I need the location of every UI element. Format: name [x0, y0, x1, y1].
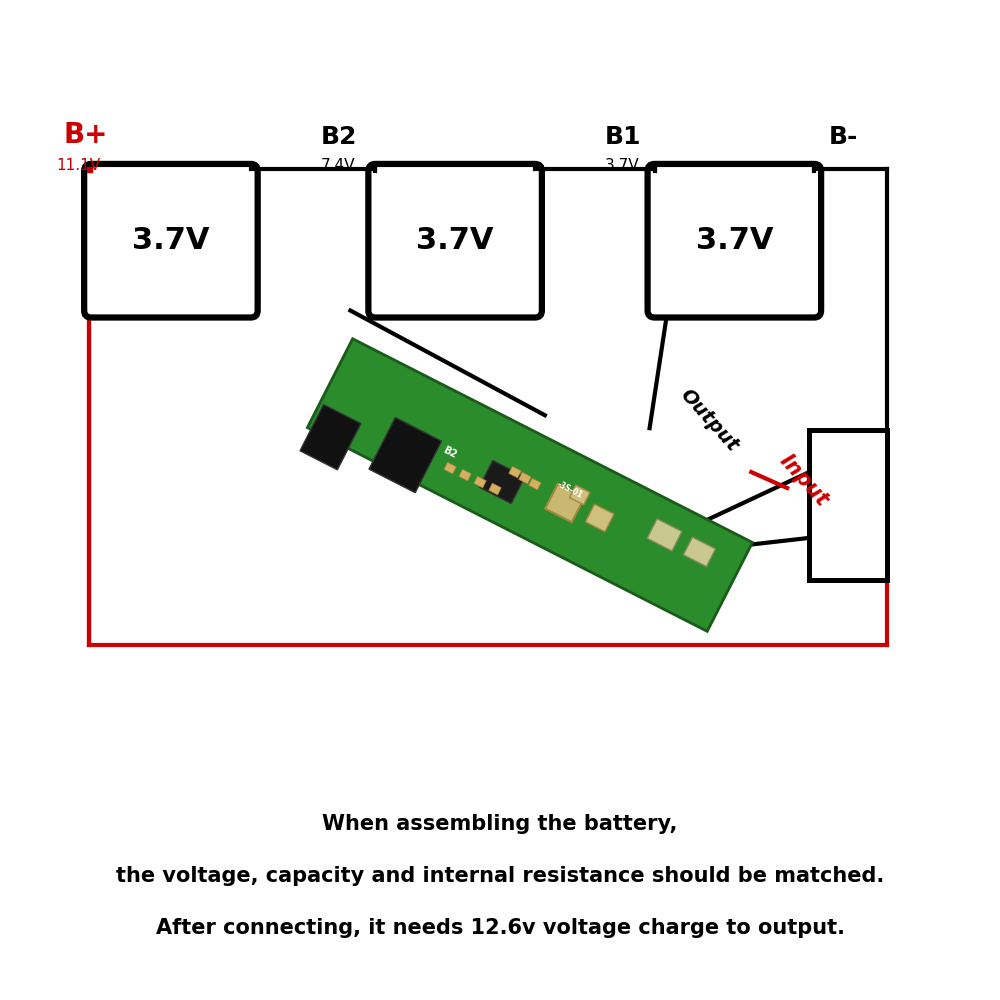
- Text: B2: B2: [321, 125, 357, 149]
- Polygon shape: [519, 472, 531, 484]
- Text: 11.1V: 11.1V: [56, 158, 100, 173]
- FancyBboxPatch shape: [648, 164, 821, 318]
- Polygon shape: [545, 484, 584, 522]
- FancyBboxPatch shape: [84, 164, 258, 318]
- Text: 7.4V: 7.4V: [321, 158, 355, 173]
- Text: B-: B-: [829, 125, 858, 149]
- Polygon shape: [529, 478, 541, 490]
- Polygon shape: [369, 418, 441, 493]
- Text: B+: B+: [291, 420, 310, 436]
- Polygon shape: [444, 462, 456, 474]
- Polygon shape: [585, 504, 614, 532]
- Text: B+: B+: [63, 121, 108, 149]
- Text: 3.7V: 3.7V: [416, 226, 494, 255]
- Polygon shape: [509, 466, 521, 478]
- Text: the voltage, capacity and internal resistance should be matched.: the voltage, capacity and internal resis…: [116, 866, 884, 886]
- Text: B1: B1: [605, 125, 641, 149]
- Text: 3.7V: 3.7V: [132, 226, 210, 255]
- Polygon shape: [570, 485, 590, 505]
- Text: Input: Input: [776, 450, 832, 510]
- Text: 3.7V: 3.7V: [696, 226, 773, 255]
- Polygon shape: [459, 469, 471, 481]
- Text: When assembling the battery,: When assembling the battery,: [322, 814, 678, 834]
- Text: 3.7V: 3.7V: [605, 158, 639, 173]
- FancyBboxPatch shape: [368, 164, 542, 318]
- Text: After connecting, it needs 12.6v voltage charge to output.: After connecting, it needs 12.6v voltage…: [156, 918, 844, 938]
- Polygon shape: [300, 405, 361, 470]
- Text: B2: B2: [442, 444, 459, 460]
- Bar: [809, 430, 887, 580]
- Text: -3S-01: -3S-01: [556, 480, 584, 500]
- Polygon shape: [683, 537, 716, 567]
- Polygon shape: [474, 476, 486, 488]
- Polygon shape: [307, 339, 752, 631]
- Polygon shape: [647, 519, 682, 551]
- Polygon shape: [479, 461, 525, 504]
- Polygon shape: [489, 483, 501, 495]
- Text: Output: Output: [677, 385, 742, 455]
